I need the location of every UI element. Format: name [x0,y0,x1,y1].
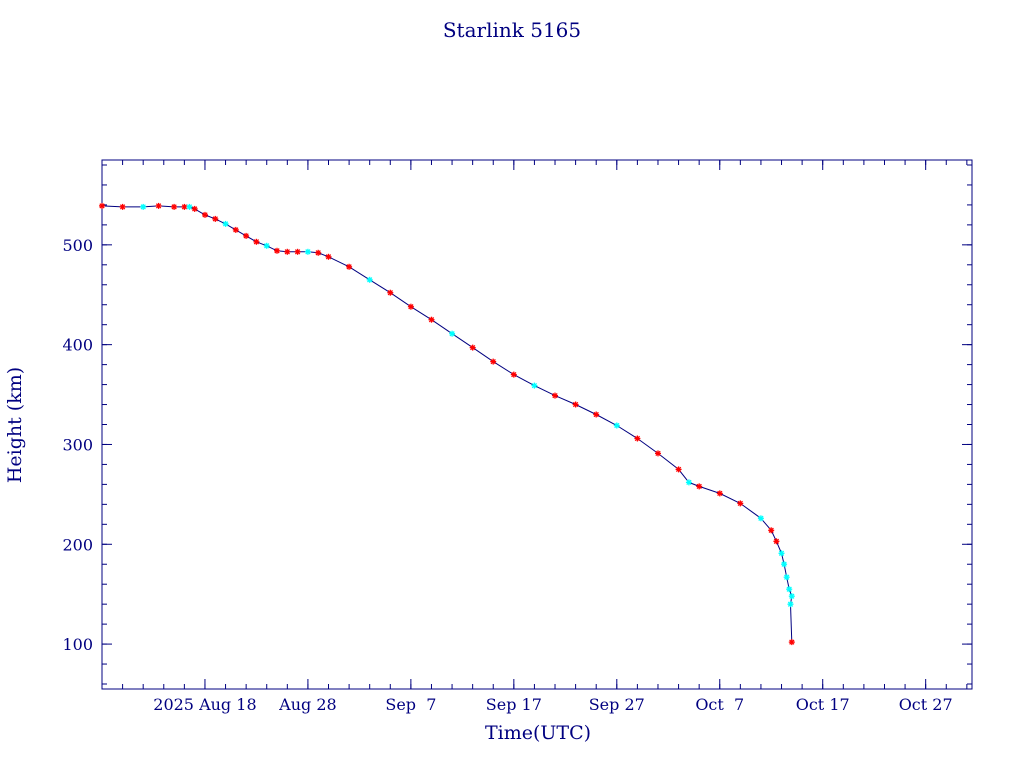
data-point-marker [274,247,280,254]
data-point-marker [253,238,260,245]
data-point-marker [99,202,105,209]
x-tick-label: Oct 7 [695,695,744,714]
data-point-marker [716,490,723,497]
x-tick-label: Sep 17 [486,695,542,714]
data-point-marker [778,550,785,557]
data-point-marker [140,203,147,210]
data-point-marker [786,586,793,593]
data-point-marker [212,215,219,222]
data-point-marker [773,538,780,545]
data-point-marker [232,226,239,233]
x-tick-label: Oct 27 [899,695,953,714]
data-point-marker [284,248,291,255]
data-point-marker [155,202,162,209]
data-point-marker [737,500,744,507]
data-point-marker [304,248,311,255]
x-tick-label: 2025 Aug 18 [153,695,256,714]
data-point-marker [469,344,476,351]
data-point-marker [787,601,794,608]
data-point-marker [181,203,188,210]
data-point-marker [191,205,198,212]
y-axis-label: Height (km) [4,367,26,483]
data-point-marker [263,242,270,249]
data-point-marker [510,371,517,378]
chart-title: Starlink 5165 [443,18,581,42]
data-point-marker [202,211,208,218]
data-point-marker [428,316,435,323]
x-tick-label: Sep 7 [385,695,436,714]
data-point-marker [696,483,703,490]
data-point-marker [675,466,682,473]
data-point-marker [186,203,193,210]
data-point-marker [783,574,790,581]
data-point-marker [243,232,250,239]
data-point-marker [531,382,538,389]
data-point-marker [768,527,775,534]
height-trace-line [101,205,793,643]
data-point-marker [490,358,497,365]
data-point-marker [685,479,692,486]
data-point-marker [552,392,558,399]
data-point-marker [315,249,322,256]
y-tick-label: 100 [62,635,93,654]
data-point-marker [171,203,178,210]
data-point-marker [655,450,661,457]
data-point-marker [593,411,600,418]
data-point-marker [757,515,764,522]
data-point-marker [294,248,301,255]
x-tick-label: Aug 28 [278,695,337,714]
data-point-marker [788,639,795,646]
data-point-marker [613,422,620,429]
plot-area: 2025 Aug 18 Aug 28 Sep 7 Sep 17 Sep 27 Oct 7 O… [62,159,973,714]
data-point-marker [119,203,126,210]
y-tick-label: 400 [62,336,93,355]
x-tick-label: Oct 17 [796,695,850,714]
y-tick-label: 200 [62,535,93,554]
data-point-marker [366,276,373,283]
y-tick-label: 500 [62,236,93,255]
data-point-marker [634,435,641,442]
data-point-marker [222,220,229,227]
data-point-marker [346,263,353,270]
data-point-marker [449,330,456,337]
data-point-marker [387,289,394,296]
data-point-marker [407,303,414,310]
x-tick-label: Sep 27 [589,695,645,714]
data-point-marker [325,253,332,260]
x-axis-label: Time(UTC) [485,722,591,744]
y-tick-label: 300 [62,435,93,454]
data-point-marker [788,593,795,600]
data-point-marker [572,401,579,408]
data-point-marker [781,561,788,568]
